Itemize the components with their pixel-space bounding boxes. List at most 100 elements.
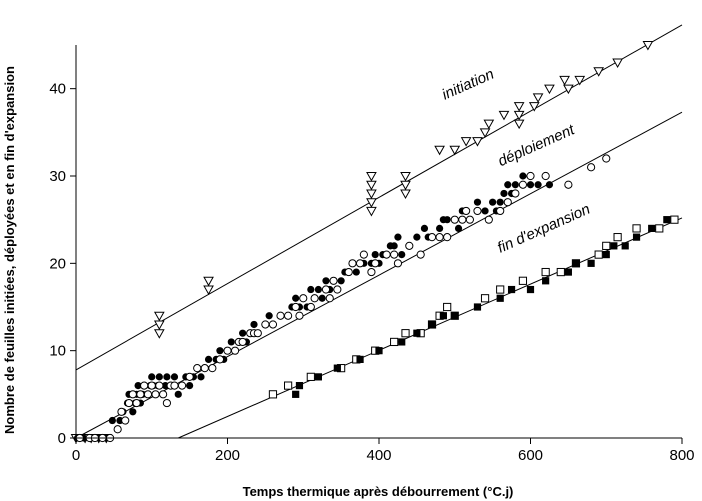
- y-tick-label: 40: [49, 81, 66, 98]
- data-point-open-circle: [390, 250, 399, 259]
- data-point-filled-square: [413, 329, 421, 337]
- data-point-filled-square: [295, 382, 304, 390]
- annotations: initiation déploiement fin d'expansion: [439, 66, 592, 257]
- data-point-open-square: [655, 224, 664, 233]
- data-point-open-triangle: [400, 172, 411, 182]
- data-point-open-circle: [462, 206, 471, 216]
- data-point-open-triangle: [153, 311, 165, 322]
- data-point-open-circle: [329, 276, 338, 285]
- x-tick-label: 0: [72, 447, 80, 464]
- data-point-open-circle: [230, 346, 240, 355]
- data-point-filled-circle: [473, 198, 482, 206]
- data-point-open-circle: [162, 398, 171, 408]
- data-point-open-triangle: [153, 320, 165, 330]
- data-point-open-circle: [185, 372, 194, 381]
- data-point-open-triangle: [563, 84, 574, 95]
- data-point-filled-circle: [134, 382, 142, 390]
- data-point-open-circle: [458, 215, 467, 224]
- data-point-open-circle: [291, 302, 300, 312]
- data-point-open-circle: [276, 311, 285, 320]
- data-point-open-circle: [416, 250, 425, 259]
- data-point-open-circle: [124, 398, 134, 408]
- data-point-filled-circle: [390, 242, 398, 250]
- data-point-filled-circle: [337, 277, 345, 285]
- axes: 0 200 400 600 800 0 10 20 30 40: [49, 45, 695, 464]
- data-point-open-square: [284, 381, 293, 390]
- regression-line: [75, 24, 683, 371]
- data-point-open-circle: [348, 259, 357, 268]
- data-point-filled-square: [333, 364, 341, 372]
- data-point-filled-circle: [352, 268, 360, 276]
- data-point-filled-circle: [322, 277, 330, 285]
- data-point-open-circle: [325, 294, 334, 303]
- data-point-open-circle: [193, 364, 202, 373]
- data-point-open-triangle: [528, 102, 540, 112]
- data-point-open-triangle: [513, 110, 525, 121]
- data-point-filled-circle: [443, 216, 451, 224]
- data-point-filled-circle: [489, 198, 497, 206]
- line-annotation: initiation: [439, 66, 496, 104]
- data-point-open-circle: [344, 267, 353, 277]
- x-tick-label: 400: [366, 447, 391, 464]
- data-point-filled-square: [292, 390, 300, 398]
- data-point-filled-square: [314, 373, 322, 381]
- data-point-open-circle: [321, 285, 331, 294]
- data-point-filled-circle: [526, 181, 535, 189]
- data-point-filled-square: [398, 338, 406, 346]
- data-point-filled-circle: [174, 390, 182, 398]
- data-point-open-square: [632, 224, 641, 233]
- data-point-open-triangle: [203, 276, 214, 287]
- y-axis-title: Nombre de feuilles initiées, déployées e…: [2, 66, 17, 434]
- data-point-filled-circle: [545, 181, 554, 189]
- data-point-open-circle: [136, 390, 145, 399]
- x-tick-label: 800: [669, 447, 694, 464]
- regression-line: [75, 111, 683, 439]
- data-point-filled-square: [610, 242, 618, 250]
- data-point-open-triangle: [513, 102, 525, 112]
- data-point-filled-square: [602, 251, 610, 259]
- data-point-open-square: [670, 215, 679, 224]
- data-point-open-square: [306, 372, 315, 381]
- data-point-filled-circle: [197, 373, 205, 381]
- data-point-filled-circle: [318, 294, 326, 302]
- data-point-open-circle: [215, 355, 225, 364]
- data-point-filled-square: [663, 216, 671, 224]
- data-point-open-circle: [541, 171, 550, 181]
- data-point-open-circle: [121, 416, 130, 425]
- data-point-open-circle: [208, 364, 217, 373]
- data-point-open-triangle: [574, 75, 586, 86]
- data-point-open-circle: [295, 311, 304, 320]
- data-point-filled-square: [439, 312, 447, 320]
- data-point-filled-circle: [519, 172, 527, 180]
- data-point-open-triangle: [366, 180, 377, 191]
- data-point-filled-square: [587, 259, 595, 267]
- x-tick-label: 200: [215, 447, 240, 464]
- data-point-open-circle: [367, 267, 376, 277]
- data-point-open-circle: [511, 189, 520, 198]
- data-point-open-square: [613, 233, 622, 242]
- data-point-open-triangle: [544, 84, 555, 95]
- data-points: [70, 41, 679, 444]
- data-point-filled-circle: [250, 320, 258, 329]
- y-tick-label: 30: [49, 168, 66, 185]
- data-point-filled-square: [496, 294, 504, 302]
- data-point-filled-square: [507, 285, 516, 294]
- data-point-filled-square: [632, 233, 641, 241]
- data-point-open-circle: [359, 250, 368, 259]
- data-point-open-square: [602, 241, 611, 250]
- data-point-open-circle: [306, 302, 315, 312]
- data-point-open-triangle: [483, 119, 495, 130]
- data-point-filled-circle: [216, 347, 224, 355]
- data-point-filled-circle: [163, 373, 171, 381]
- data-point-filled-circle: [398, 251, 406, 259]
- data-point-open-circle: [371, 259, 380, 268]
- data-point-filled-square: [375, 347, 383, 355]
- data-point-open-triangle: [593, 67, 605, 77]
- data-point-filled-circle: [186, 382, 194, 390]
- data-point-open-square: [401, 329, 410, 338]
- data-point-filled-circle: [148, 373, 156, 381]
- data-point-open-triangle: [559, 75, 570, 86]
- data-point-filled-circle: [265, 312, 273, 320]
- data-point-open-triangle: [366, 172, 377, 182]
- data-point-filled-circle: [314, 285, 322, 294]
